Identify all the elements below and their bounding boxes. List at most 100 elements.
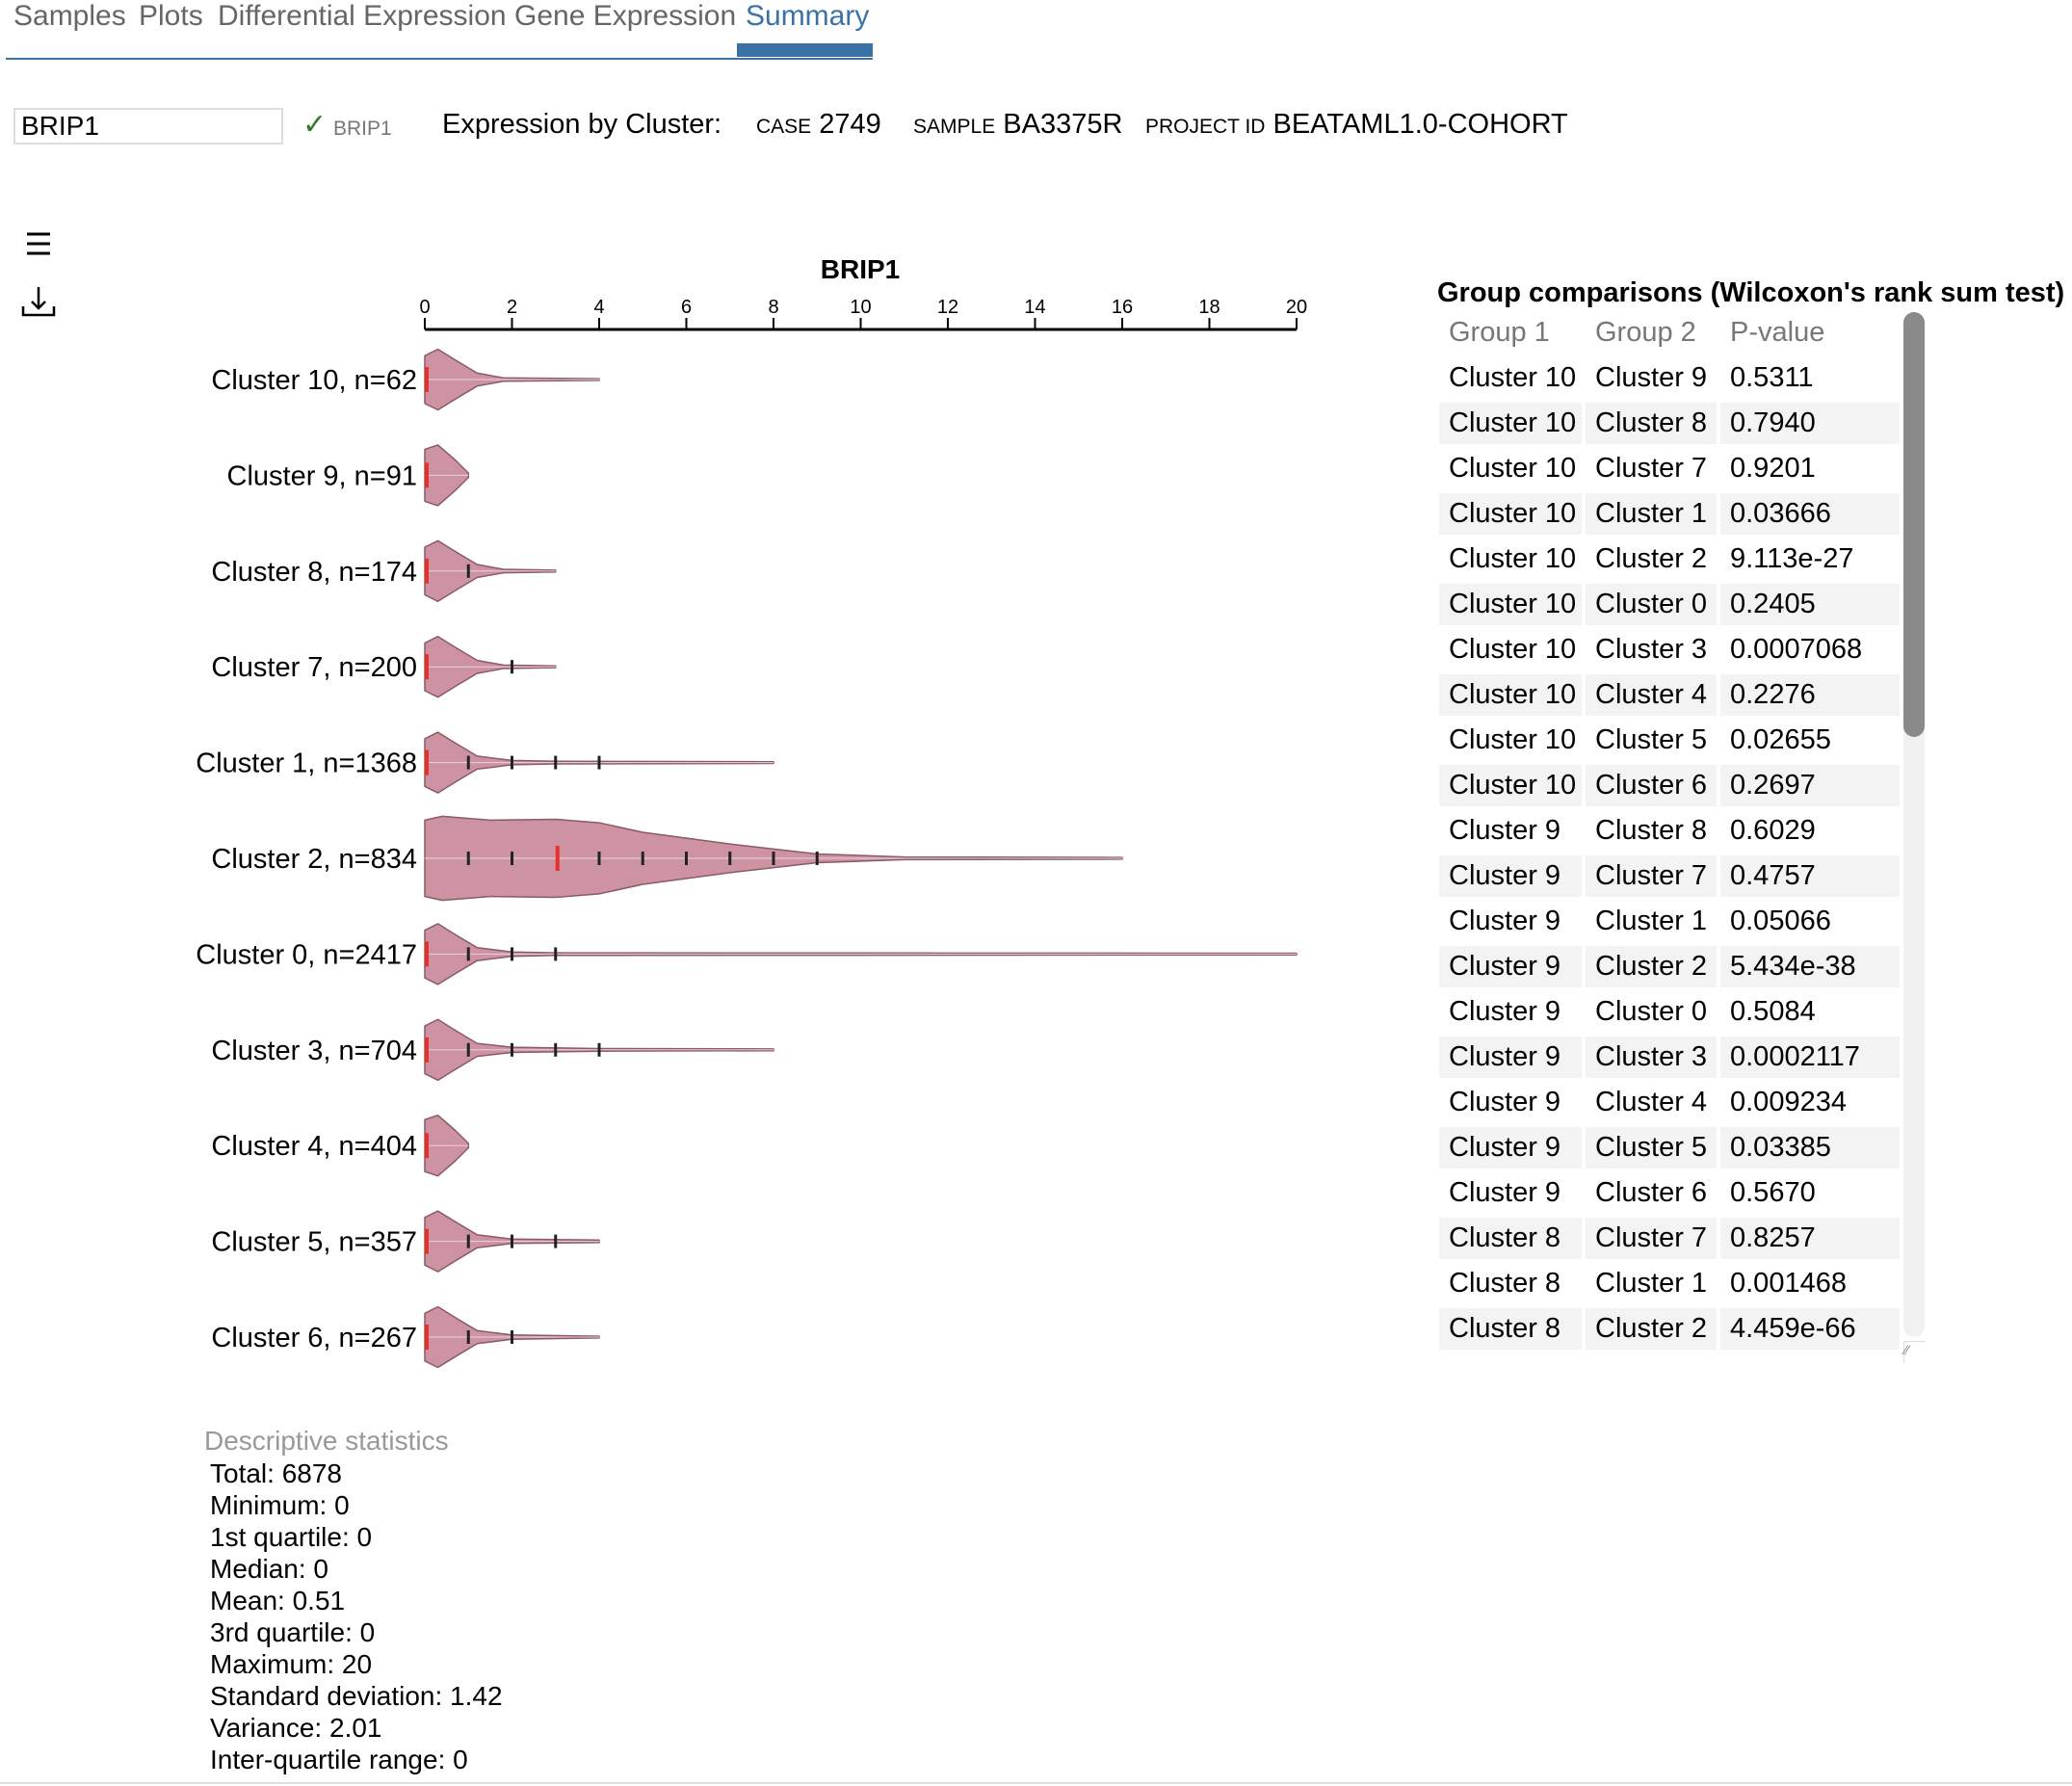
table-row: Cluster 10 Cluster 9 0.5311: [1439, 357, 1900, 399]
group-1-cell: Cluster 9: [1449, 1177, 1561, 1208]
violin-group: Cluster 4, n=404: [211, 1114, 470, 1177]
p-value-cell: 0.001468: [1730, 1268, 1847, 1299]
group-2-cell: Cluster 7: [1586, 1218, 1717, 1259]
x-tick-label: 20: [1286, 297, 1307, 318]
expression-title: Expression by Cluster:: [442, 109, 722, 140]
header-group-2: Group 2: [1595, 317, 1696, 348]
p-value-cell: 0.5311: [1730, 362, 1814, 393]
sample-value: BA3375R: [1003, 109, 1123, 140]
group-1-cell: Cluster 9: [1449, 1087, 1561, 1117]
stat-line: Mean: 0.51: [210, 1586, 346, 1615]
tab-differential-expression[interactable]: Differential Expression: [218, 0, 507, 32]
violin-group: Cluster 3, n=704: [211, 1018, 774, 1082]
group-1-cell: Cluster 9: [1439, 855, 1582, 897]
case-label: CASE: [756, 116, 812, 138]
group-2-cell: Cluster 4: [1586, 674, 1717, 716]
x-tick-label: 4: [593, 297, 604, 318]
sample-info: SAMPLE BA3375R: [913, 109, 1122, 141]
group-2-cell: Cluster 3: [1586, 1037, 1717, 1078]
group-1-cell: Cluster 10: [1449, 634, 1577, 665]
group-1-cell: Cluster 9: [1439, 946, 1582, 987]
table-row: Cluster 8 Cluster 2 4.459e-66: [1439, 1308, 1900, 1350]
violin-chart: BRIP1 0 2 4 6 8 10 12 14 16 18 20 Cluster 10, n=62…: [196, 254, 1307, 1369]
project-info: PROJECT ID BEATAML1.0-COHORT: [1145, 109, 1568, 141]
violin-group: Cluster 6, n=267: [211, 1305, 600, 1369]
group-2-cell: Cluster 7: [1595, 453, 1708, 484]
x-tick-label: 6: [681, 297, 692, 318]
case-value: 2749: [819, 109, 881, 140]
p-value-cell: 0.03385: [1720, 1127, 1900, 1169]
p-value-cell: 0.5084: [1730, 996, 1816, 1027]
table-row: Cluster 8 Cluster 1 0.001468: [1439, 1263, 1900, 1304]
download-icon[interactable]: [21, 285, 56, 323]
tab-gene-expression[interactable]: Gene Expression: [514, 0, 737, 32]
violin-group: Cluster 5, n=357: [211, 1210, 600, 1273]
tab-bar: Samples Plots Differential Expression Ge…: [6, 0, 873, 60]
table-scrollbar-thumb[interactable]: [1903, 312, 1925, 737]
tab-samples[interactable]: Samples: [13, 0, 126, 32]
group-2-cell: Cluster 9: [1595, 362, 1708, 393]
group-2-cell: Cluster 4: [1595, 1087, 1708, 1117]
group-1-cell: Cluster 10: [1449, 453, 1577, 484]
group-1-cell: Cluster 10: [1439, 674, 1582, 716]
group-1-cell: Cluster 8: [1439, 1218, 1582, 1259]
category-label: Cluster 1, n=1368: [196, 749, 417, 779]
table-row: Cluster 10 Cluster 7 0.9201: [1439, 448, 1900, 489]
group-1-cell: Cluster 10: [1439, 765, 1582, 806]
category-label: Cluster 2, n=834: [211, 844, 417, 875]
p-value-cell: 4.459e-66: [1720, 1308, 1900, 1350]
group-2-cell: Cluster 1: [1595, 906, 1708, 936]
group-1-cell: Cluster 10: [1439, 403, 1582, 444]
group-2-cell: Cluster 0: [1586, 584, 1717, 625]
tab-plots[interactable]: Plots: [139, 0, 203, 32]
group-1-cell: Cluster 8: [1449, 1268, 1561, 1299]
tab-summary[interactable]: Summary: [746, 0, 870, 32]
comparisons-title: Group comparisons (Wilcoxon's rank sum t…: [1437, 277, 2065, 308]
group-2-cell: Cluster 1: [1586, 493, 1717, 535]
p-value-cell: 0.2697: [1720, 765, 1900, 806]
p-value-cell: 0.2276: [1720, 674, 1900, 716]
group-2-cell: Cluster 5: [1586, 1127, 1717, 1169]
resize-handle-icon[interactable]: ⁄⁄: [1903, 1341, 1926, 1363]
table-row: Cluster 8 Cluster 7 0.8257: [1439, 1218, 1900, 1259]
group-1-cell: Cluster 10: [1449, 362, 1577, 393]
table-row: Cluster 9 Cluster 2 5.434e-38: [1439, 946, 1900, 987]
p-value-cell: 0.0002117: [1720, 1037, 1900, 1078]
category-label: Cluster 9, n=91: [227, 460, 417, 491]
category-label: Cluster 4, n=404: [211, 1131, 417, 1162]
group-2-cell: Cluster 7: [1586, 855, 1717, 897]
group-1-cell: Cluster 9: [1449, 906, 1561, 936]
stat-line: 3rd quartile: 0: [210, 1617, 376, 1647]
p-value-cell: 0.7940: [1720, 403, 1900, 444]
category-label: Cluster 5, n=357: [211, 1227, 417, 1258]
x-tick-label: 8: [768, 297, 778, 318]
violin-group: Cluster 2, n=834: [211, 815, 1123, 902]
table-header: Group 1 Group 2 P-value: [1439, 312, 1900, 354]
x-tick-label: 10: [850, 297, 871, 318]
stat-line: Variance: 2.01: [210, 1713, 382, 1743]
header-group-1: Group 1: [1449, 317, 1550, 348]
gene-search-input[interactable]: [13, 108, 283, 144]
table-row: Cluster 10 Cluster 2 9.113e-27: [1439, 538, 1900, 580]
stat-line: Maximum: 20: [210, 1649, 373, 1679]
stat-line: Inter-quartile range: 0: [210, 1745, 468, 1774]
menu-icon[interactable]: [25, 231, 52, 261]
table-row: Cluster 9 Cluster 6 0.5670: [1439, 1172, 1900, 1214]
project-label: PROJECT ID: [1145, 116, 1266, 138]
stats-title: Descriptive statistics: [204, 1426, 449, 1456]
violin-group: Cluster 9, n=91: [227, 444, 470, 507]
p-value-cell: 0.05066: [1730, 906, 1831, 936]
group-1-cell: Cluster 8: [1439, 1308, 1582, 1350]
divider: [0, 1782, 2072, 1784]
group-1-cell: Cluster 10: [1449, 543, 1577, 574]
descriptive-statistics: Total: 6878 Minimum: 0 1st quartile: 0 Medi…: [210, 1458, 503, 1775]
x-tick-label: 14: [1024, 297, 1045, 318]
group-1-cell: Cluster 9: [1449, 815, 1561, 846]
stat-line: Standard deviation: 1.42: [210, 1681, 503, 1711]
p-value-cell: 0.2405: [1720, 584, 1900, 625]
group-2-cell: Cluster 8: [1595, 815, 1708, 846]
comparisons-table[interactable]: Group 1 Group 2 P-value Cluster 10 Cluste…: [1439, 312, 1900, 1361]
table-row: Cluster 10 Cluster 1 0.03666: [1439, 493, 1900, 535]
table-row: Cluster 10 Cluster 6 0.2697: [1439, 765, 1900, 806]
category-label: Cluster 7, n=200: [211, 652, 417, 683]
